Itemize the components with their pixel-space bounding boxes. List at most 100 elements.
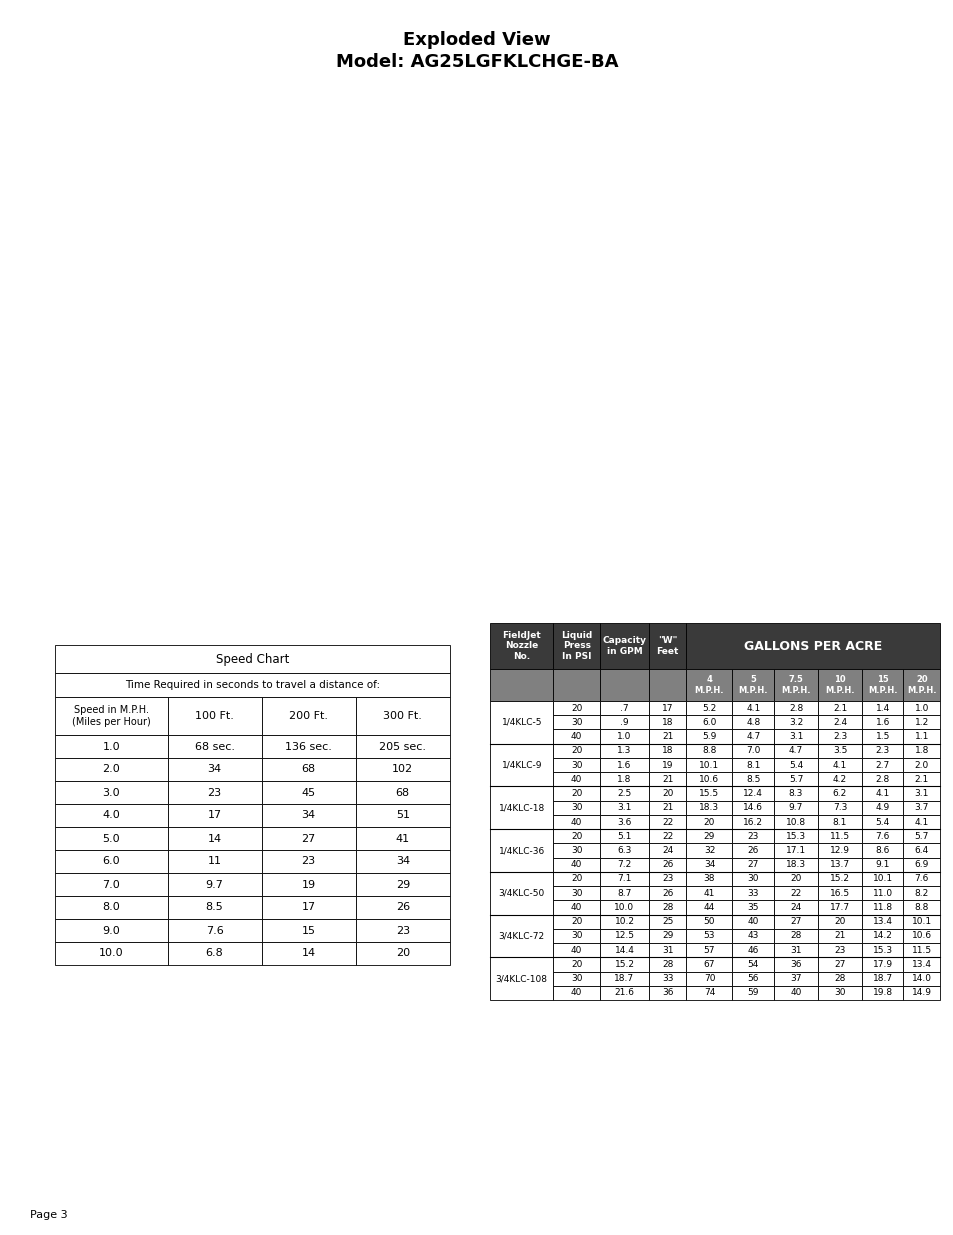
Bar bbox=[732, 885, 773, 900]
Text: 7.0: 7.0 bbox=[102, 879, 120, 889]
Bar bbox=[773, 829, 817, 844]
Bar bbox=[732, 772, 773, 787]
Bar bbox=[599, 957, 648, 972]
Text: 205 sec.: 205 sec. bbox=[379, 741, 426, 752]
Text: 300 Ft.: 300 Ft. bbox=[383, 711, 422, 721]
Bar bbox=[553, 929, 599, 944]
Text: 34: 34 bbox=[395, 857, 410, 867]
Bar bbox=[686, 829, 732, 844]
Text: 20: 20 bbox=[571, 746, 582, 756]
Text: 2.8: 2.8 bbox=[788, 704, 802, 713]
Text: 20: 20 bbox=[571, 789, 582, 798]
Bar bbox=[599, 844, 648, 857]
Text: 1/4KLC-5: 1/4KLC-5 bbox=[501, 718, 541, 727]
Bar bbox=[648, 730, 686, 743]
Bar bbox=[732, 872, 773, 885]
Bar bbox=[902, 872, 939, 885]
Text: 28: 28 bbox=[661, 903, 673, 911]
Bar bbox=[862, 829, 902, 844]
Bar bbox=[648, 622, 686, 669]
Text: 67: 67 bbox=[703, 960, 715, 969]
Bar bbox=[817, 972, 862, 986]
Text: 40: 40 bbox=[571, 774, 582, 784]
Text: 3.1: 3.1 bbox=[914, 789, 928, 798]
Text: 21: 21 bbox=[661, 803, 673, 813]
Text: 74: 74 bbox=[703, 988, 715, 998]
Text: 23: 23 bbox=[834, 946, 844, 955]
Bar bbox=[817, 829, 862, 844]
Text: 9.1: 9.1 bbox=[875, 861, 889, 869]
Bar bbox=[599, 872, 648, 885]
Bar bbox=[862, 669, 902, 701]
Text: 1/4KLC-36: 1/4KLC-36 bbox=[498, 846, 544, 855]
Text: 23: 23 bbox=[208, 788, 221, 798]
Bar bbox=[648, 758, 686, 772]
Bar bbox=[648, 857, 686, 872]
Text: 3/4KLC-50: 3/4KLC-50 bbox=[498, 889, 544, 898]
Text: 25: 25 bbox=[661, 918, 673, 926]
Text: Speed Chart: Speed Chart bbox=[215, 652, 289, 666]
Bar bbox=[648, 944, 686, 957]
Text: Speed in M.P.H.
(Miles per Hour): Speed in M.P.H. (Miles per Hour) bbox=[71, 705, 151, 727]
Text: 14.2: 14.2 bbox=[872, 931, 892, 940]
Bar bbox=[686, 669, 732, 701]
Bar bbox=[355, 942, 450, 965]
Text: 4.1: 4.1 bbox=[832, 761, 846, 769]
Text: 17.1: 17.1 bbox=[785, 846, 805, 855]
Text: 8.1: 8.1 bbox=[745, 761, 760, 769]
Text: 11.8: 11.8 bbox=[872, 903, 892, 911]
Text: 1.6: 1.6 bbox=[875, 718, 889, 727]
Bar bbox=[862, 929, 902, 944]
Text: 6.8: 6.8 bbox=[206, 948, 223, 958]
Bar bbox=[773, 900, 817, 915]
Text: 43: 43 bbox=[747, 931, 759, 940]
Text: 6.4: 6.4 bbox=[914, 846, 928, 855]
Text: 27: 27 bbox=[301, 834, 315, 844]
Bar bbox=[902, 900, 939, 915]
Bar bbox=[599, 669, 648, 701]
Bar bbox=[773, 715, 817, 730]
Text: 27: 27 bbox=[747, 861, 759, 869]
Bar bbox=[599, 857, 648, 872]
Bar bbox=[862, 758, 902, 772]
Bar bbox=[817, 929, 862, 944]
Bar bbox=[862, 972, 902, 986]
Text: 1/4KLC-9: 1/4KLC-9 bbox=[501, 761, 541, 769]
Bar bbox=[490, 787, 553, 829]
Bar bbox=[261, 697, 355, 735]
Text: 20: 20 bbox=[571, 918, 582, 926]
Bar bbox=[648, 787, 686, 800]
Text: 5.7: 5.7 bbox=[788, 774, 802, 784]
Bar bbox=[773, 758, 817, 772]
Text: 29: 29 bbox=[395, 879, 410, 889]
Text: 40: 40 bbox=[571, 988, 582, 998]
Bar bbox=[732, 844, 773, 857]
Bar bbox=[902, 815, 939, 829]
Text: 41: 41 bbox=[395, 834, 410, 844]
Text: 7.5
M.P.H.: 7.5 M.P.H. bbox=[781, 676, 810, 695]
Bar bbox=[817, 715, 862, 730]
Text: 36: 36 bbox=[661, 988, 673, 998]
Text: 1.0: 1.0 bbox=[617, 732, 631, 741]
Text: 30: 30 bbox=[571, 974, 582, 983]
Bar bbox=[55, 850, 168, 873]
Bar bbox=[902, 730, 939, 743]
Bar bbox=[168, 735, 261, 758]
Text: 33: 33 bbox=[661, 974, 673, 983]
Text: 14: 14 bbox=[208, 834, 221, 844]
Text: 17: 17 bbox=[661, 704, 673, 713]
Bar bbox=[553, 857, 599, 872]
Text: 4.1: 4.1 bbox=[914, 818, 928, 826]
Text: 23: 23 bbox=[747, 831, 759, 841]
Bar bbox=[686, 772, 732, 787]
Bar bbox=[817, 730, 862, 743]
Text: 68: 68 bbox=[395, 788, 410, 798]
Text: 34: 34 bbox=[301, 810, 315, 820]
Bar bbox=[686, 986, 732, 1000]
Text: 7.6: 7.6 bbox=[206, 925, 223, 935]
Bar bbox=[648, 972, 686, 986]
Bar bbox=[817, 844, 862, 857]
Bar bbox=[773, 885, 817, 900]
Text: 5.7: 5.7 bbox=[914, 831, 928, 841]
Text: 2.7: 2.7 bbox=[875, 761, 889, 769]
